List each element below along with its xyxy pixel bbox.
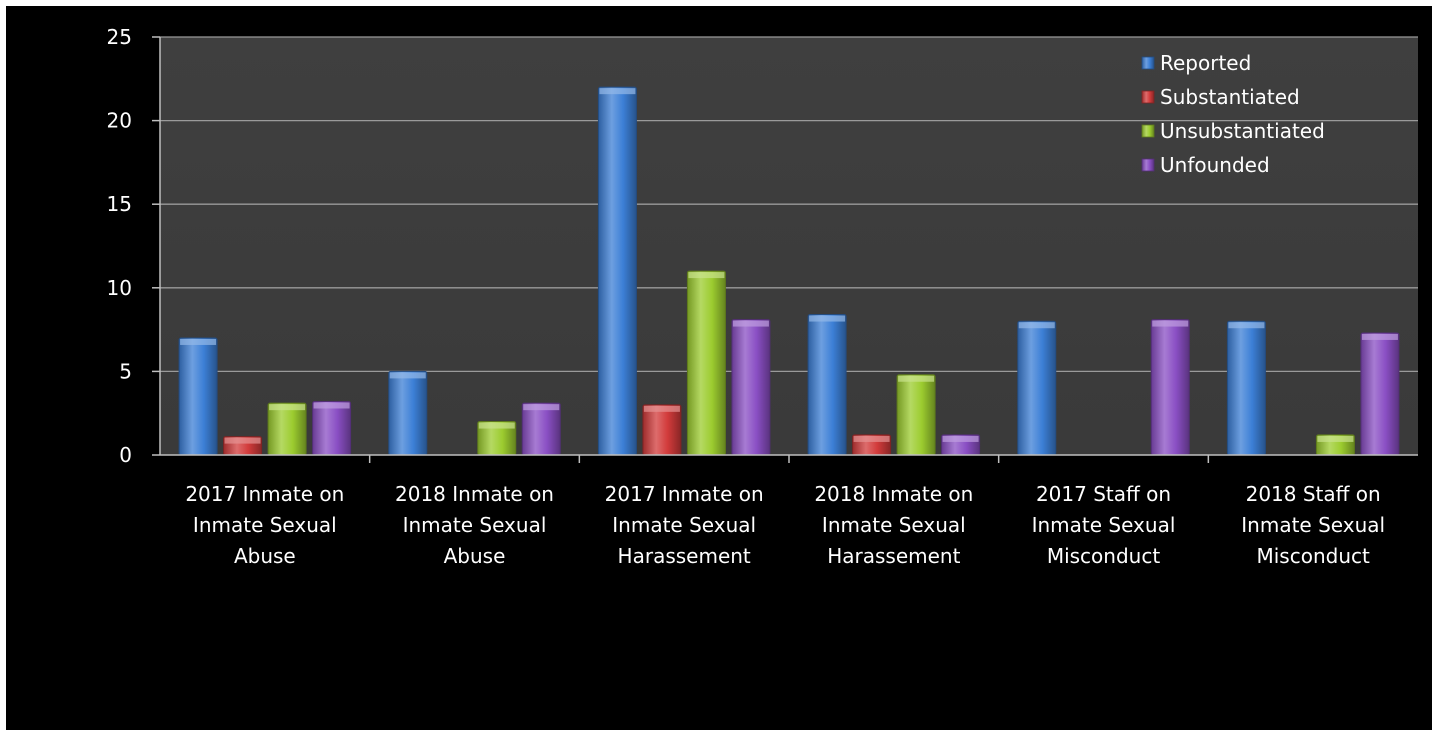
bar-substantiated-3 (642, 404, 682, 456)
bar-unsubstantiated-3 (686, 270, 726, 456)
bar-highlight (389, 372, 426, 379)
bar-highlight (1018, 322, 1055, 329)
legend-swatch-substantiated (1141, 90, 1155, 104)
bar-unsubstantiated-1 (267, 402, 307, 456)
bar-highlight (732, 320, 769, 327)
bar-highlight (809, 315, 846, 322)
y-tick-labels: 0 5 10 15 20 25 (107, 25, 132, 467)
bars (178, 86, 1400, 456)
bar-highlight (898, 375, 935, 382)
bar-unfounded-1 (312, 400, 352, 456)
y-tick-label: 15 (107, 192, 132, 216)
y-tick-label: 20 (107, 109, 132, 133)
bar-highlight (1152, 320, 1189, 327)
bar-highlight (478, 422, 515, 429)
bar-highlight (643, 405, 680, 412)
gridlines (160, 36, 1418, 373)
legend-label-unfounded: Unfounded (1160, 153, 1270, 177)
plot-area (160, 37, 1418, 455)
x-category-label: 2017 Inmate on Inmate Sexual Abuse (185, 482, 344, 568)
y-tick-label: 25 (107, 25, 132, 49)
bar-highlight (1361, 333, 1398, 340)
y-tick-label: 10 (107, 276, 132, 300)
bar-unsubstantiated-4 (896, 374, 936, 456)
bar-reported-4 (807, 314, 847, 456)
x-category-label: 2018 Staff on Inmate Sexual Misconduct (1241, 482, 1385, 568)
bar-highlight (269, 404, 306, 411)
bar-unfounded-5 (1150, 319, 1190, 456)
bar-highlight (224, 437, 261, 444)
bar-unfounded-6 (1360, 332, 1400, 456)
legend: Reported Substantiated Unsubstantiated Unfo… (1141, 51, 1325, 177)
bar-reported-1 (178, 337, 218, 456)
y-tick-label: 0 (119, 443, 132, 467)
bar-highlight (523, 404, 560, 411)
x-category-label: 2018 Inmate on Inmate Sexual Harassement (814, 482, 973, 568)
bar-highlight (1317, 435, 1354, 442)
axes (152, 36, 1418, 463)
y-tick-label: 5 (119, 359, 132, 383)
legend-label-substantiated: Substantiated (1160, 85, 1300, 109)
bar-highlight (180, 338, 217, 345)
x-category-label: 2018 Inmate on Inmate Sexual Abuse (395, 482, 554, 568)
bar-reported-6 (1226, 320, 1266, 456)
bar-highlight (853, 435, 890, 442)
bar-reported-3 (597, 86, 637, 456)
legend-swatch-unfounded (1141, 158, 1155, 172)
x-category-labels: 2017 Inmate on Inmate Sexual Abuse 2018 Inm… (185, 482, 1385, 568)
legend-label-unsubstantiated: Unsubstantiated (1160, 119, 1325, 143)
bar-unfounded-2 (521, 402, 561, 456)
x-category-label: 2017 Inmate on Inmate Sexual Harassement (605, 482, 764, 568)
bar-highlight (942, 435, 979, 442)
bar-reported-5 (1017, 320, 1057, 456)
bar-highlight (1228, 322, 1265, 329)
bar-highlight (688, 272, 725, 279)
legend-swatch-reported (1141, 56, 1155, 70)
bar-reported-2 (388, 370, 428, 456)
bar-highlight (599, 88, 636, 95)
x-category-label: 2017 Staff on Inmate Sexual Misconduct (1032, 482, 1176, 568)
legend-swatch-unsubstantiated (1141, 124, 1155, 138)
legend-label-reported: Reported (1160, 51, 1251, 75)
bar-unfounded-3 (731, 319, 771, 456)
bar-highlight (313, 402, 350, 409)
